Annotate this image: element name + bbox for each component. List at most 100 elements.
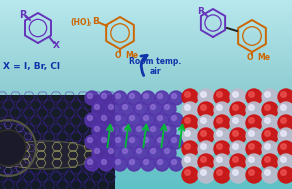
- Circle shape: [134, 124, 148, 138]
- Circle shape: [116, 138, 121, 143]
- Circle shape: [249, 131, 254, 136]
- Circle shape: [246, 128, 262, 144]
- Circle shape: [198, 128, 214, 144]
- Circle shape: [214, 89, 230, 105]
- Circle shape: [233, 118, 238, 123]
- Circle shape: [214, 128, 230, 144]
- Circle shape: [141, 91, 155, 105]
- Circle shape: [92, 124, 106, 138]
- Circle shape: [136, 149, 142, 153]
- Circle shape: [230, 115, 246, 131]
- Circle shape: [127, 113, 141, 127]
- Text: X: X: [53, 40, 60, 50]
- Circle shape: [278, 128, 292, 144]
- Circle shape: [143, 115, 149, 121]
- Circle shape: [120, 102, 134, 116]
- Circle shape: [92, 146, 106, 160]
- Circle shape: [182, 167, 198, 183]
- Circle shape: [265, 170, 270, 175]
- Circle shape: [116, 115, 121, 121]
- Circle shape: [281, 118, 286, 123]
- Circle shape: [278, 102, 292, 118]
- Circle shape: [201, 131, 206, 136]
- Circle shape: [141, 135, 155, 149]
- Circle shape: [169, 91, 183, 105]
- Circle shape: [164, 126, 169, 132]
- Circle shape: [113, 135, 127, 149]
- Circle shape: [141, 157, 155, 171]
- Circle shape: [99, 91, 113, 105]
- Circle shape: [198, 167, 214, 183]
- Circle shape: [143, 138, 149, 143]
- Circle shape: [127, 135, 141, 149]
- Circle shape: [155, 135, 169, 149]
- Circle shape: [262, 115, 278, 131]
- Text: (HO): (HO): [70, 18, 90, 26]
- Circle shape: [217, 118, 222, 123]
- Circle shape: [246, 154, 262, 170]
- Circle shape: [157, 138, 163, 143]
- Circle shape: [113, 157, 127, 171]
- Circle shape: [109, 149, 114, 153]
- Circle shape: [182, 141, 198, 157]
- Circle shape: [95, 105, 100, 109]
- Circle shape: [99, 157, 113, 171]
- Circle shape: [169, 157, 183, 171]
- Circle shape: [148, 102, 162, 116]
- Circle shape: [217, 157, 222, 162]
- Circle shape: [262, 167, 278, 183]
- Circle shape: [201, 105, 206, 110]
- Circle shape: [155, 157, 169, 171]
- Circle shape: [262, 89, 278, 105]
- Circle shape: [249, 118, 254, 123]
- Circle shape: [246, 89, 262, 105]
- Circle shape: [265, 92, 270, 97]
- Circle shape: [230, 167, 246, 183]
- Circle shape: [265, 144, 270, 149]
- Circle shape: [92, 102, 106, 116]
- Circle shape: [127, 157, 141, 171]
- Circle shape: [162, 124, 176, 138]
- Circle shape: [246, 115, 262, 131]
- Circle shape: [102, 160, 107, 164]
- Circle shape: [281, 170, 286, 175]
- Circle shape: [171, 160, 176, 164]
- Circle shape: [129, 160, 135, 164]
- Circle shape: [150, 126, 156, 132]
- Circle shape: [230, 141, 246, 157]
- Circle shape: [157, 94, 163, 98]
- Circle shape: [198, 89, 214, 105]
- Circle shape: [278, 167, 292, 183]
- Circle shape: [265, 118, 270, 123]
- Circle shape: [182, 154, 198, 170]
- Circle shape: [265, 105, 270, 110]
- Circle shape: [233, 131, 238, 136]
- Circle shape: [150, 149, 156, 153]
- Circle shape: [0, 130, 26, 166]
- Circle shape: [246, 167, 262, 183]
- Circle shape: [129, 138, 135, 143]
- Circle shape: [182, 115, 198, 131]
- Circle shape: [230, 128, 246, 144]
- Circle shape: [281, 157, 286, 162]
- Circle shape: [233, 170, 238, 175]
- Circle shape: [106, 124, 120, 138]
- Ellipse shape: [0, 141, 95, 169]
- Circle shape: [157, 160, 163, 164]
- Circle shape: [127, 91, 141, 105]
- Circle shape: [88, 138, 93, 143]
- Circle shape: [214, 141, 230, 157]
- Circle shape: [201, 118, 206, 123]
- Circle shape: [185, 105, 190, 110]
- Polygon shape: [0, 95, 115, 189]
- Circle shape: [106, 102, 120, 116]
- Circle shape: [102, 115, 107, 121]
- Circle shape: [201, 144, 206, 149]
- Circle shape: [109, 126, 114, 132]
- Circle shape: [214, 167, 230, 183]
- Circle shape: [113, 91, 127, 105]
- Circle shape: [123, 149, 128, 153]
- Text: O: O: [247, 53, 253, 63]
- Circle shape: [88, 115, 93, 121]
- Circle shape: [148, 146, 162, 160]
